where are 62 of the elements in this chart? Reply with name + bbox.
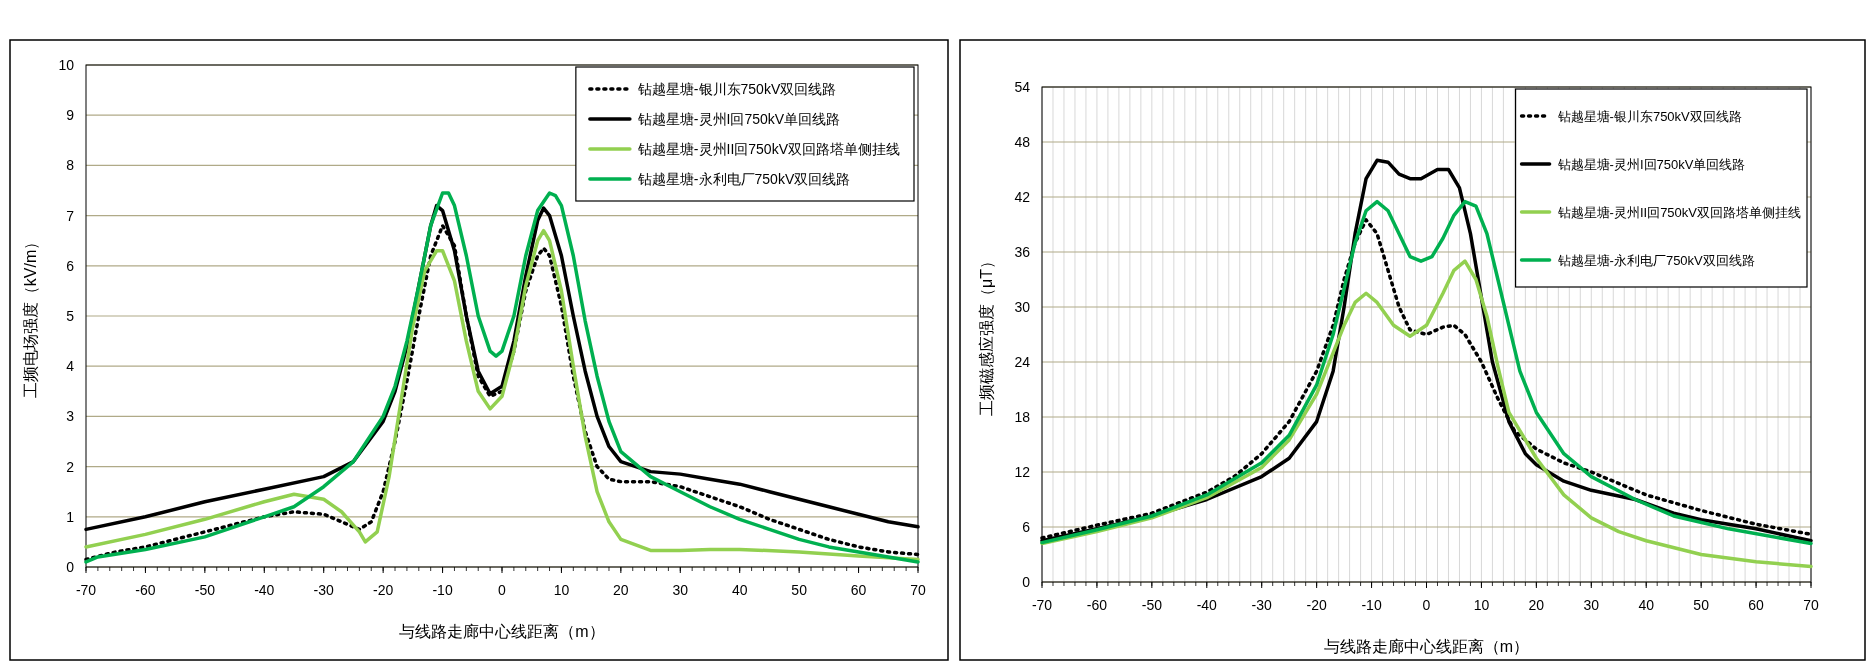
x-tick-label: 20 [613,582,629,598]
y-tick-label: 9 [66,107,75,124]
legend-label: 钻越星塘-银川东750kV双回线路 [636,81,837,97]
y-tick-label: 54 [1014,79,1031,95]
legend-label: 钻越星塘-灵州I回750kV单回线路 [636,111,841,127]
y-tick-label: 36 [1014,244,1031,260]
x-tick-label: -20 [1306,597,1327,613]
x-tick-label: 0 [498,582,507,598]
x-tick-label: 10 [553,582,570,598]
x-tick-label: -60 [1086,597,1108,613]
y-tick-label: 10 [58,57,75,73]
y-tick-label: 30 [1014,299,1031,315]
legend-label: 钻越星塘-银川东750kV双回线路 [1556,109,1742,124]
legend-label: 钻越星塘-永利电厂750kV双回线路 [1556,253,1755,268]
y-tick-label: 8 [66,157,75,174]
x-axis-title: 与线路走廊中心线距离（m） [1323,638,1530,655]
x-tick-label: 50 [791,582,808,598]
x-axis-title: 与线路走廊中心线距离（m） [399,623,605,640]
x-tick-label: 50 [1693,597,1710,613]
y-axis-title: 工频磁感应强度（μT） [978,253,995,416]
x-tick-label: 10 [1473,597,1490,613]
x-tick-label: -20 [373,582,394,598]
x-tick-label: 30 [672,582,689,598]
y-tick-label: 6 [1022,519,1031,535]
x-tick-label: 40 [1638,597,1655,613]
y-tick-label: 6 [66,257,75,274]
y-tick-label: 42 [1014,189,1031,205]
x-tick-label: 40 [731,582,748,598]
legend-label: 钻越星塘-灵州I回750kV单回线路 [1556,157,1746,172]
y-tick-label: 12 [1014,464,1031,480]
y-tick-label: 24 [1014,354,1031,370]
legend-label: 钻越星塘-灵州II回750kV双回路塔单侧挂线 [1556,205,1801,220]
x-tick-label: 20 [1528,597,1545,613]
x-tick-label: -70 [1031,597,1053,613]
x-tick-label: 70 [910,582,926,598]
y-tick-label: 5 [66,308,75,324]
x-tick-label: -50 [1141,597,1163,613]
y-tick-label: 4 [66,358,75,375]
x-tick-label: 60 [850,582,867,598]
x-tick-label: -70 [75,582,97,598]
y-tick-label: 3 [66,408,75,425]
y-tick-label: 2 [66,458,75,475]
x-tick-label: -30 [313,582,335,598]
y-tick-label: 7 [66,207,75,224]
x-tick-label: -50 [194,582,216,598]
x-tick-label: 30 [1583,597,1600,613]
y-tick-label: 48 [1014,134,1031,150]
x-tick-label: 60 [1748,597,1765,613]
x-tick-label: 0 [1422,597,1431,613]
x-tick-label: -10 [1361,597,1382,613]
x-tick-label: 70 [1803,597,1819,613]
x-tick-label: -30 [1251,597,1273,613]
y-tick-label: 0 [66,559,75,575]
x-tick-label: -10 [432,582,453,598]
x-tick-label: -40 [254,582,275,598]
x-tick-label: -40 [1196,597,1218,613]
y-tick-label: 18 [1014,409,1031,425]
x-tick-label: -60 [135,582,156,598]
y-tick-label: 1 [66,508,75,525]
y-axis-title: 工频电场强度（kV/m） [22,233,39,399]
legend-label: 钻越星塘-永利电厂750kV双回线路 [636,171,851,187]
legend-label: 钻越星塘-灵州II回750kV双回路塔单侧挂线 [636,141,900,157]
